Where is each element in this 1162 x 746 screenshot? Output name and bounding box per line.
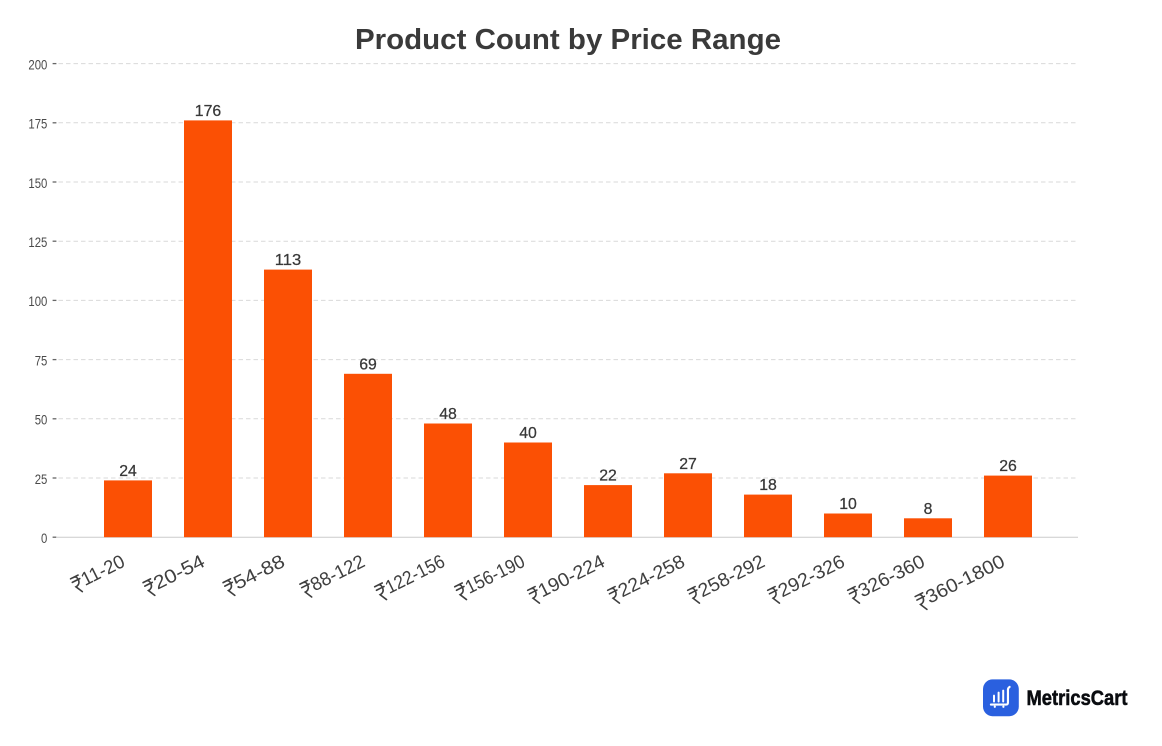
svg-text:40: 40 — [519, 425, 537, 442]
svg-text:69: 69 — [359, 356, 377, 373]
svg-text:175: 175 — [28, 117, 47, 132]
svg-text:150: 150 — [28, 176, 47, 191]
svg-text:27: 27 — [679, 456, 697, 473]
svg-text:18: 18 — [759, 477, 777, 494]
svg-text:75: 75 — [35, 353, 48, 368]
svg-text:50: 50 — [35, 413, 48, 428]
svg-text:MetricsCart: MetricsCart — [1027, 686, 1128, 710]
svg-text:24: 24 — [119, 463, 137, 480]
svg-text:48: 48 — [439, 406, 457, 423]
svg-text:200: 200 — [28, 57, 47, 72]
svg-text:Product Count by Price Range: Product Count by Price Range — [355, 24, 781, 56]
svg-text:125: 125 — [28, 235, 47, 250]
svg-text:26: 26 — [999, 458, 1017, 475]
svg-text:22: 22 — [599, 468, 617, 485]
svg-text:100: 100 — [28, 294, 47, 309]
svg-text:8: 8 — [924, 501, 933, 518]
svg-text:10: 10 — [839, 496, 857, 513]
svg-text:113: 113 — [275, 252, 301, 269]
svg-text:176: 176 — [195, 103, 221, 120]
svg-text:0: 0 — [41, 531, 47, 546]
svg-text:25: 25 — [35, 472, 48, 487]
